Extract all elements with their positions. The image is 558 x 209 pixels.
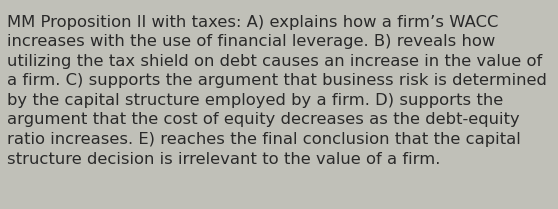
Text: MM Proposition II with taxes: A) explains how a firm’s WACC
increases with the u: MM Proposition II with taxes: A) explain… — [7, 15, 547, 167]
